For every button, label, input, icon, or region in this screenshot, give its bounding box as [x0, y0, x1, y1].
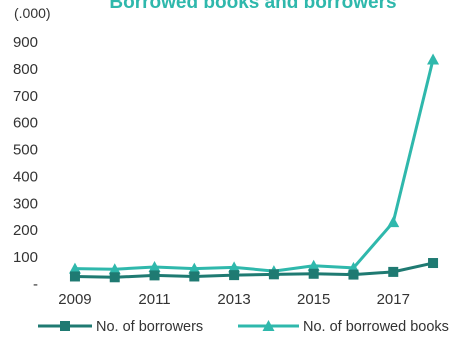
- x-tick-label: 2009: [58, 291, 91, 308]
- y-tick-label: 300: [13, 195, 38, 212]
- borrowers-point: [110, 272, 120, 282]
- y-axis: - 100 200 300 400 500 600 700 800 900: [13, 34, 38, 293]
- borrowers-point: [428, 258, 438, 268]
- legend: No. of borrowers No. of borrowed books: [38, 319, 449, 335]
- borrowers-point: [150, 270, 160, 280]
- borrowed-books-line: [75, 59, 433, 271]
- y-tick-label: 700: [13, 88, 38, 105]
- borrowers-point: [269, 269, 279, 279]
- x-tick-label: 2013: [217, 291, 250, 308]
- borrowers-point: [189, 271, 199, 281]
- borrowers-point: [348, 270, 358, 280]
- y-tick-label: 900: [13, 34, 38, 51]
- legend-label: No. of borrowed books: [303, 319, 449, 335]
- y-tick-label: 800: [13, 61, 38, 78]
- x-tick-label: 2015: [297, 291, 330, 308]
- y-axis-unit-label: (.000): [14, 5, 51, 21]
- chart-title: Borrowed books and borrowers: [109, 0, 396, 13]
- borrowers-point: [309, 269, 319, 279]
- x-tick-label: 2017: [377, 291, 410, 308]
- borrowers-point: [229, 270, 239, 280]
- y-tick-label: 500: [13, 142, 38, 159]
- x-tick-label: 2011: [138, 291, 170, 308]
- plot-area: [69, 53, 439, 282]
- borrowed-books-point: [387, 216, 399, 227]
- y-tick-label: -: [33, 276, 38, 293]
- y-tick-label: 600: [13, 115, 38, 132]
- legend-label: No. of borrowers: [96, 319, 203, 335]
- x-axis: 2009 2011 2013 2015 2017: [58, 291, 410, 308]
- y-tick-label: 200: [13, 222, 38, 239]
- legend-item-borrowers: No. of borrowers: [38, 319, 203, 335]
- borrowed-books-point: [427, 53, 439, 64]
- y-tick-label: 100: [13, 249, 38, 266]
- legend-marker: [60, 321, 70, 331]
- legend-item-borrowed-books: No. of borrowed books: [238, 319, 449, 335]
- y-tick-label: 400: [13, 168, 38, 185]
- borrowers-point: [388, 267, 398, 277]
- borrowers-point: [70, 271, 80, 281]
